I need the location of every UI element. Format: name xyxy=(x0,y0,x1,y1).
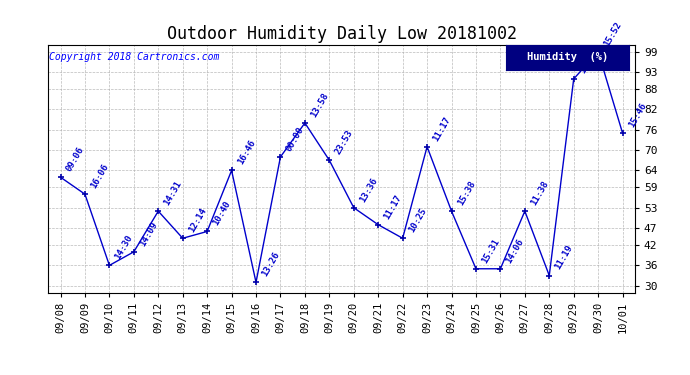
Text: 11:17: 11:17 xyxy=(431,115,453,142)
Text: 14:09: 14:09 xyxy=(138,220,159,248)
Text: 15:52: 15:52 xyxy=(602,20,624,48)
Text: 16:46: 16:46 xyxy=(236,138,257,166)
Text: 15:31: 15:31 xyxy=(480,237,502,265)
Text: Copyright 2018 Cartronics.com: Copyright 2018 Cartronics.com xyxy=(49,53,219,62)
Text: 10:40: 10:40 xyxy=(211,200,233,227)
Text: 11:38: 11:38 xyxy=(529,179,550,207)
Text: 13:26: 13:26 xyxy=(260,251,282,278)
Text: 13:58: 13:58 xyxy=(309,91,331,119)
Text: 15:52: 15:52 xyxy=(578,47,599,75)
Text: 11:19: 11:19 xyxy=(553,244,575,272)
Text: 15:38: 15:38 xyxy=(455,179,477,207)
Text: 11:17: 11:17 xyxy=(382,193,404,220)
Text: 14:31: 14:31 xyxy=(162,179,184,207)
Text: 12:14: 12:14 xyxy=(187,206,208,234)
Text: 14:06: 14:06 xyxy=(504,237,526,265)
Text: 13:36: 13:36 xyxy=(358,176,380,204)
Text: 14:30: 14:30 xyxy=(114,233,135,261)
Title: Outdoor Humidity Daily Low 20181002: Outdoor Humidity Daily Low 20181002 xyxy=(166,26,517,44)
Text: 10:25: 10:25 xyxy=(407,206,428,234)
Text: 00:00: 00:00 xyxy=(284,125,306,153)
Text: 16:06: 16:06 xyxy=(89,162,110,190)
Text: 23:53: 23:53 xyxy=(333,128,355,156)
Text: 15:46: 15:46 xyxy=(627,101,648,129)
Text: 09:06: 09:06 xyxy=(65,145,86,173)
